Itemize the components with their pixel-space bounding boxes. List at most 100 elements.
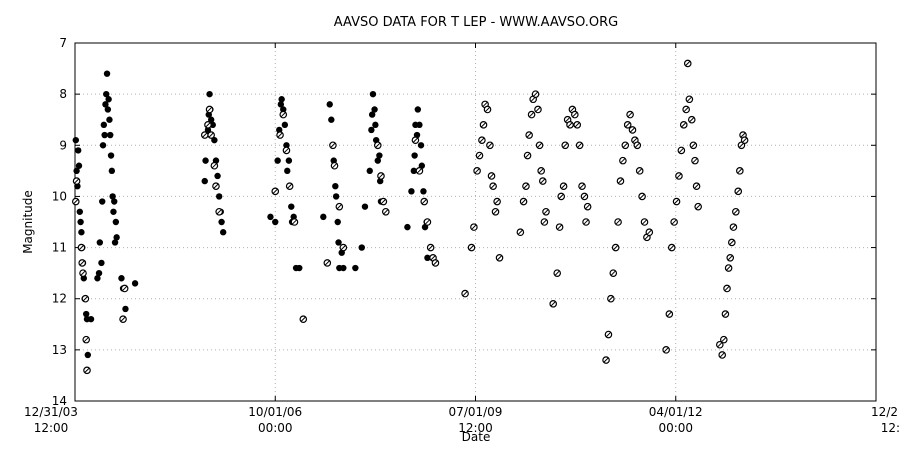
data-point-open (677, 146, 686, 155)
data-point-open (290, 218, 299, 226)
data-point-open (616, 177, 625, 185)
data-point-filled (99, 142, 107, 149)
data-point-open (679, 121, 688, 129)
data-point-open (276, 131, 284, 139)
data-point-open (672, 197, 681, 206)
data-point-open (540, 218, 549, 226)
data-point-open (282, 146, 291, 155)
data-point-filled (73, 167, 80, 175)
data-point-open (535, 141, 544, 150)
data-point-open (120, 284, 129, 293)
data-point-open (566, 121, 574, 129)
y-tick-label: 12 (52, 292, 67, 306)
data-point-filled (278, 96, 285, 103)
data-point-filled (214, 172, 221, 180)
data-point-open (573, 121, 582, 129)
data-point-filled (283, 142, 290, 149)
data-point-filled (288, 203, 295, 210)
data-point-open (516, 228, 525, 237)
data-point-open (495, 253, 504, 262)
data-point-open (561, 141, 570, 150)
data-point-filled (107, 131, 114, 139)
data-point-open (483, 105, 492, 114)
data-point-open (740, 136, 749, 144)
data-point-filled (366, 167, 373, 175)
data-point-filled (202, 157, 209, 164)
data-point-open (478, 136, 486, 144)
data-point-filled (369, 90, 377, 98)
data-point-open (736, 167, 744, 175)
data-point-open (377, 172, 385, 180)
data-point-filled (103, 70, 111, 77)
data-point-filled (219, 229, 227, 236)
data-point-filled (280, 106, 287, 113)
data-point-open (726, 253, 735, 262)
data-point-filled (94, 275, 101, 282)
data-point-open (683, 59, 692, 68)
data-point-filled (107, 152, 115, 159)
data-point-filled (352, 264, 359, 272)
data-point-open (411, 136, 420, 144)
data-point-open (716, 340, 724, 349)
data-point-filled (122, 305, 129, 313)
data-point-filled (335, 239, 342, 246)
y-axis-label: Magnitude (21, 190, 35, 254)
data-point-open (431, 259, 440, 267)
data-point-open (694, 202, 702, 211)
data-point-open (381, 207, 390, 216)
data-point-filled (201, 177, 208, 185)
data-point-filled (76, 208, 84, 215)
data-point-open (557, 192, 566, 201)
data-point-open (720, 335, 728, 344)
data-point-open (519, 197, 528, 206)
data-point-filled (408, 188, 415, 195)
data-point-open (78, 259, 87, 267)
data-point-open (549, 300, 557, 308)
data-point-open (461, 289, 469, 298)
data-point-filled (77, 218, 84, 226)
grid-lines (75, 43, 876, 401)
data-point-open (721, 310, 730, 318)
data-point-open (571, 110, 579, 119)
data-point-open (685, 95, 694, 104)
data-point-open (583, 202, 592, 211)
data-point-open (210, 161, 219, 170)
data-point-open (481, 100, 489, 109)
data-point-open (691, 156, 699, 165)
data-point-open (635, 167, 644, 175)
data-point-filled (102, 101, 109, 108)
data-point-filled (112, 218, 120, 226)
data-point-open (675, 172, 683, 180)
data-point-open (420, 197, 429, 206)
data-point-open (537, 167, 545, 175)
data-point-filled (109, 193, 116, 200)
data-point-open (470, 223, 478, 231)
data-point-open (555, 223, 564, 231)
data-point-open (531, 90, 540, 98)
data-point-filled (204, 126, 212, 134)
data-point-open (329, 141, 337, 150)
data-point-filled (96, 239, 104, 246)
data-point-open (489, 182, 497, 191)
data-point-filled (332, 193, 340, 200)
data-point-open (215, 207, 223, 216)
data-point-filled (410, 167, 418, 175)
data-point-filled (218, 218, 225, 226)
data-point-open (415, 167, 424, 175)
data-point-open (621, 141, 630, 150)
data-point-filled (110, 208, 117, 215)
data-point-open (670, 218, 678, 226)
data-point-open (718, 351, 727, 359)
data-point-open (623, 121, 632, 129)
data-point-open (523, 151, 532, 160)
data-point-open (724, 264, 733, 272)
data-point-filled (296, 264, 303, 272)
data-point-open (335, 202, 344, 211)
data-point-filled (361, 203, 369, 210)
data-point-open (473, 167, 481, 175)
data-point-open (486, 141, 494, 150)
data-point-filled (372, 121, 379, 129)
data-point-open (426, 243, 435, 252)
data-point-open (542, 207, 550, 216)
x-tick-date-label: 12/31/03 (24, 405, 78, 419)
